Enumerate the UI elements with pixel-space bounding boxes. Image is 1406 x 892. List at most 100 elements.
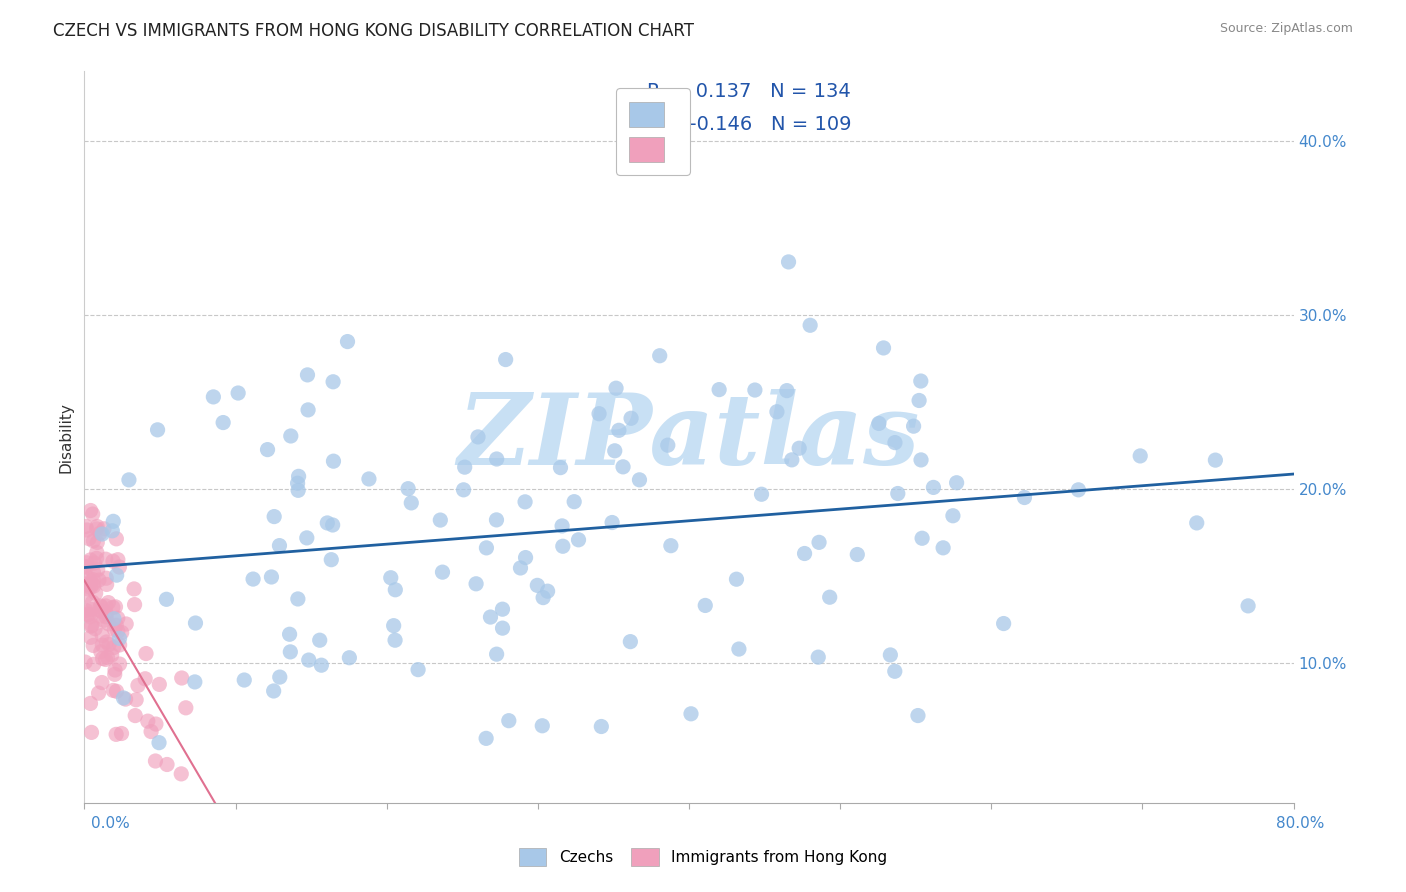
Point (588, 407, 610, 421)
Point (87, 686, 110, 700)
Point (86, 545, 108, 559)
Point (357, 472, 380, 486)
Point (287, 483, 309, 498)
Point (536, 584, 558, 599)
Point (82, 566, 104, 580)
Point (382, 618, 405, 632)
Point (322, 375, 344, 389)
Point (911, 531, 934, 545)
Point (94, 652, 117, 666)
Point (77, 607, 100, 622)
Point (562, 494, 585, 508)
Point (868, 417, 890, 431)
Point (96, 607, 118, 621)
Point (86, 522, 108, 536)
Point (90, 604, 112, 618)
Point (475, 541, 498, 555)
Point (465, 576, 488, 591)
Point (233, 673, 256, 687)
Point (872, 341, 894, 355)
Point (846, 548, 869, 562)
Text: Source: ZipAtlas.com: Source: ZipAtlas.com (1219, 22, 1353, 36)
Point (808, 535, 831, 549)
Text: R = -0.146   N = 109: R = -0.146 N = 109 (647, 115, 851, 135)
Point (101, 600, 124, 615)
Point (145, 754, 167, 768)
Point (269, 670, 291, 684)
Point (105, 568, 128, 582)
Point (90, 645, 112, 659)
Point (86, 519, 108, 533)
Point (77, 532, 100, 546)
Point (1237, 599, 1260, 613)
Point (84, 622, 107, 636)
Point (83, 556, 105, 570)
Legend: , : , (616, 88, 689, 176)
Point (766, 405, 789, 419)
Point (97, 616, 120, 631)
Point (82, 595, 104, 609)
Point (79, 609, 101, 624)
Text: CZECH VS IMMIGRANTS FROM HONG KONG DISABILITY CORRELATION CHART: CZECH VS IMMIGRANTS FROM HONG KONG DISAB… (53, 22, 695, 40)
Point (993, 616, 1015, 631)
Point (728, 642, 751, 657)
Point (87, 573, 110, 587)
Text: ZIPatlas: ZIPatlas (458, 389, 920, 485)
Point (79, 553, 101, 567)
Point (101, 524, 124, 538)
Point (550, 460, 572, 475)
Point (787, 442, 810, 456)
Point (287, 469, 309, 483)
Point (1185, 516, 1208, 530)
Point (105, 684, 128, 698)
Point (148, 736, 170, 750)
Point (453, 483, 475, 497)
Point (648, 349, 671, 363)
Point (91, 628, 114, 642)
Point (103, 640, 125, 655)
Point (103, 514, 125, 528)
Point (883, 665, 905, 679)
Point (396, 482, 419, 496)
Point (910, 453, 932, 467)
Point (807, 650, 830, 665)
Point (124, 708, 146, 723)
Point (380, 571, 402, 585)
Point (780, 453, 803, 467)
Point (103, 683, 125, 698)
Point (96, 650, 118, 665)
Point (80, 619, 103, 633)
Point (567, 533, 589, 547)
Point (242, 572, 264, 586)
Point (135, 647, 157, 661)
Point (89, 526, 111, 541)
Point (744, 383, 766, 397)
Point (628, 473, 651, 487)
Point (184, 615, 207, 630)
Point (308, 633, 330, 648)
Point (454, 460, 477, 475)
Point (515, 550, 537, 565)
Point (136, 714, 159, 728)
Point (103, 623, 125, 637)
Point (531, 719, 554, 733)
Point (73, 559, 96, 574)
Point (79, 630, 101, 644)
Point (298, 653, 321, 667)
Point (93, 522, 115, 536)
Point (498, 714, 520, 728)
Point (139, 724, 162, 739)
Point (887, 486, 910, 500)
Point (94, 610, 117, 624)
Point (485, 513, 508, 527)
Point (76, 556, 98, 570)
Point (94, 552, 117, 566)
Point (83, 579, 105, 593)
Point (401, 496, 423, 510)
Point (77, 582, 100, 596)
Point (105, 727, 128, 741)
Point (287, 591, 309, 606)
Point (79, 580, 101, 594)
Point (475, 731, 498, 746)
Point (127, 678, 149, 692)
